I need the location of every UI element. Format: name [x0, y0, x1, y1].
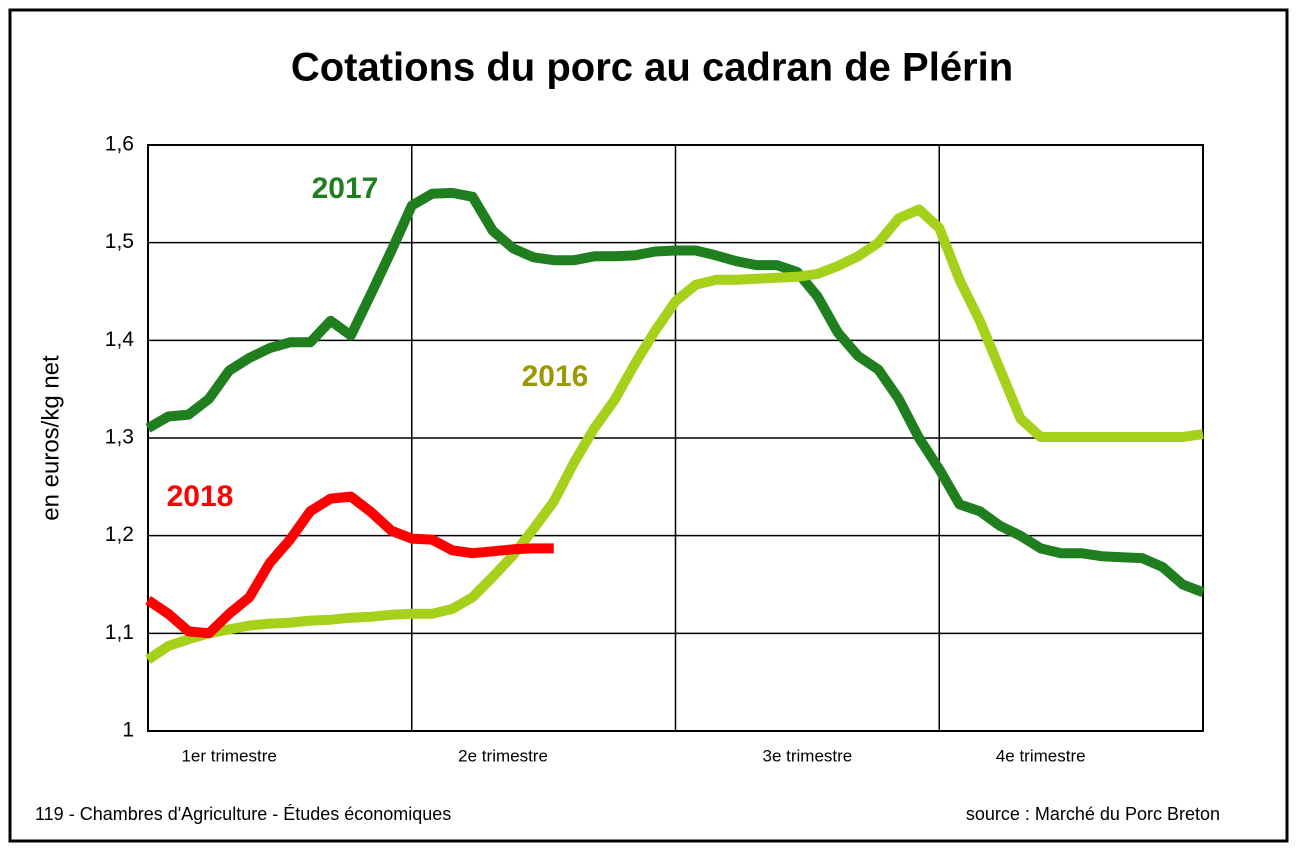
y-tick-label: 1,5 — [105, 230, 134, 253]
y-tick-label: 1,6 — [105, 133, 134, 156]
y-tick-label: 1 — [122, 719, 134, 742]
series-line — [145, 204, 1204, 664]
footer-right: source : Marché du Porc Breton — [966, 804, 1220, 824]
chart-title: Cotations du porc au cadran de Plérin — [291, 46, 1013, 90]
y-tick-label: 1,1 — [105, 621, 134, 644]
x-tick-label: 1er trimestre — [181, 746, 276, 765]
footer-left: 119 - Chambres d'Agriculture - Études éc… — [35, 804, 451, 824]
series-label: 2017 — [312, 172, 379, 205]
series-line — [145, 491, 554, 639]
y-axis-label: en euros/kg net — [37, 355, 64, 521]
series-line — [145, 187, 1205, 597]
frame — [8, 8, 1289, 843]
y-tick-label: 1,3 — [105, 426, 134, 449]
x-tick-label: 2e trimestre — [458, 746, 548, 765]
y-tick-label: 1,2 — [105, 523, 134, 546]
x-tick-label: 3e trimestre — [763, 746, 853, 765]
x-tick-label: 4e trimestre — [996, 746, 1086, 765]
series-label: 2018 — [167, 480, 234, 513]
series-label: 2016 — [522, 360, 589, 393]
y-tick-label: 1,4 — [105, 328, 135, 351]
